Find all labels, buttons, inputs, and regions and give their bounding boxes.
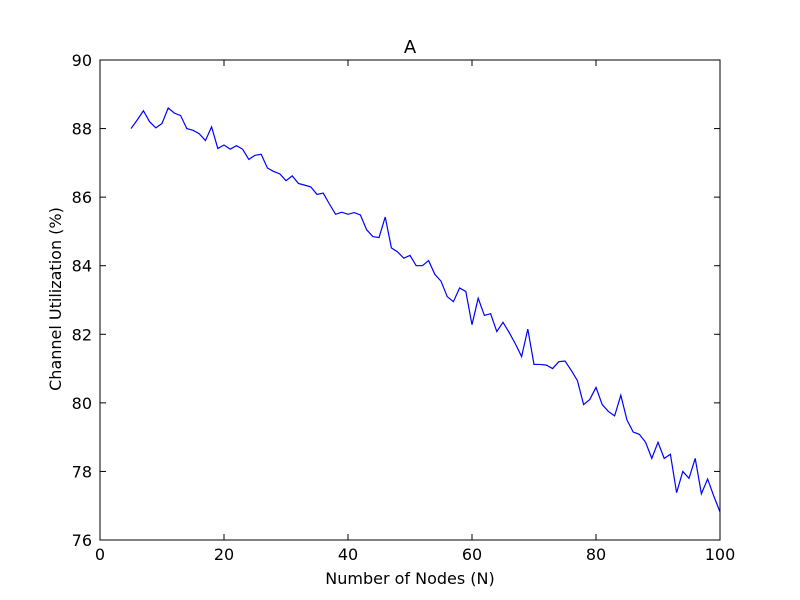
plot-background xyxy=(100,60,720,540)
x-tick-label: 20 xyxy=(214,545,234,564)
x-tick-label: 100 xyxy=(705,545,736,564)
x-tick-label: 0 xyxy=(95,545,105,564)
x-tick-label: 60 xyxy=(462,545,482,564)
series-line xyxy=(130,107,721,513)
y-tick-label: 78 xyxy=(72,462,92,481)
x-tick-label: 80 xyxy=(586,545,606,564)
y-tick-label: 86 xyxy=(72,188,92,207)
x-tick-label: 40 xyxy=(338,545,358,564)
y-tick-label: 88 xyxy=(72,120,92,139)
y-tick-label: 90 xyxy=(72,51,92,70)
y-tick-label: 76 xyxy=(72,531,92,550)
chart-title: A xyxy=(404,37,417,58)
plot-frame xyxy=(99,59,721,541)
y-tick-label: 84 xyxy=(72,257,92,276)
y-tick-label: 82 xyxy=(72,325,92,344)
y-axis-label: Channel Utilization (%) xyxy=(46,207,65,391)
plot-area: 0 20 40 60 80 100 76 78 80 82 84 86 88 90 xyxy=(72,51,736,564)
y-tick-label: 80 xyxy=(72,394,92,413)
x-axis-label: Number of Nodes (N) xyxy=(325,569,495,588)
